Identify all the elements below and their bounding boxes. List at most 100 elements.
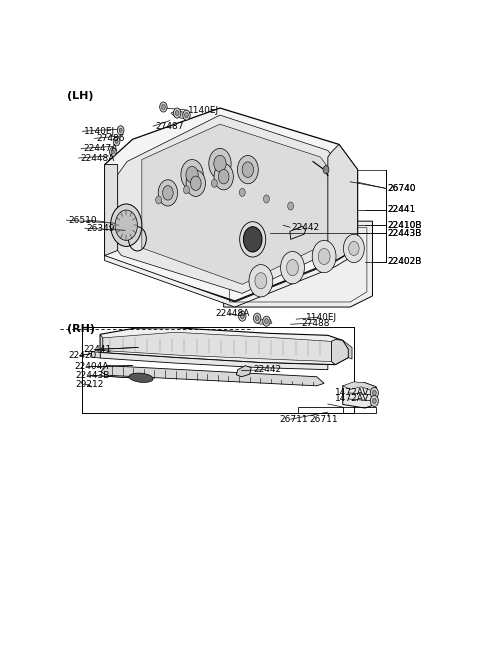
- Text: 22404A: 22404A: [74, 362, 108, 371]
- Circle shape: [156, 196, 162, 204]
- Polygon shape: [103, 333, 341, 361]
- Circle shape: [240, 188, 245, 196]
- Text: 22441: 22441: [83, 345, 111, 354]
- Circle shape: [344, 234, 364, 262]
- Text: 22442: 22442: [292, 223, 320, 232]
- Circle shape: [312, 240, 336, 273]
- Circle shape: [281, 251, 304, 284]
- Polygon shape: [224, 221, 372, 307]
- Circle shape: [318, 249, 330, 264]
- Text: 22442: 22442: [253, 365, 282, 374]
- Text: 22410B: 22410B: [387, 220, 422, 230]
- Text: 22441: 22441: [387, 205, 416, 214]
- Text: 22420: 22420: [68, 351, 96, 360]
- Circle shape: [158, 180, 178, 206]
- Circle shape: [348, 241, 359, 255]
- Text: 22410B: 22410B: [387, 220, 422, 230]
- Circle shape: [263, 316, 270, 326]
- Circle shape: [214, 155, 226, 172]
- Circle shape: [191, 176, 201, 190]
- Text: 29212: 29212: [75, 380, 103, 389]
- Polygon shape: [105, 108, 358, 301]
- Text: 22447A: 22447A: [83, 144, 118, 153]
- Text: 22402B: 22402B: [387, 257, 422, 266]
- Polygon shape: [343, 383, 376, 408]
- Polygon shape: [328, 144, 358, 260]
- Circle shape: [255, 273, 267, 289]
- Polygon shape: [100, 352, 328, 370]
- Text: (RH): (RH): [67, 323, 96, 334]
- Polygon shape: [91, 352, 100, 358]
- Text: 26349: 26349: [87, 224, 115, 233]
- Polygon shape: [100, 335, 103, 352]
- Circle shape: [255, 316, 259, 321]
- Circle shape: [186, 170, 205, 196]
- Circle shape: [163, 186, 173, 200]
- Text: 22441: 22441: [387, 205, 416, 214]
- Polygon shape: [171, 110, 188, 119]
- Circle shape: [370, 387, 378, 398]
- Text: 27488: 27488: [301, 319, 330, 328]
- Circle shape: [185, 113, 188, 117]
- Circle shape: [183, 186, 190, 194]
- Text: 1140EJ: 1140EJ: [305, 313, 336, 321]
- Circle shape: [264, 319, 268, 323]
- Circle shape: [239, 311, 246, 321]
- Polygon shape: [343, 382, 376, 391]
- Circle shape: [109, 148, 116, 157]
- Text: 22448A: 22448A: [216, 308, 250, 318]
- Polygon shape: [343, 340, 352, 359]
- Circle shape: [243, 227, 262, 252]
- Text: 1472AV: 1472AV: [335, 388, 370, 398]
- Polygon shape: [290, 226, 305, 239]
- Text: 22443B: 22443B: [387, 229, 422, 237]
- Circle shape: [186, 167, 198, 183]
- Circle shape: [287, 260, 299, 276]
- Circle shape: [249, 264, 273, 297]
- Circle shape: [115, 210, 137, 240]
- Text: 26510: 26510: [68, 216, 97, 224]
- Circle shape: [111, 150, 114, 154]
- Polygon shape: [105, 165, 118, 255]
- Circle shape: [183, 110, 190, 120]
- Text: 1472AV: 1472AV: [335, 394, 370, 403]
- Text: 22402B: 22402B: [387, 257, 422, 266]
- Ellipse shape: [129, 373, 153, 382]
- Circle shape: [238, 155, 258, 184]
- Circle shape: [117, 126, 124, 134]
- Polygon shape: [142, 124, 332, 284]
- Circle shape: [160, 102, 167, 112]
- Circle shape: [253, 313, 261, 323]
- Circle shape: [110, 204, 142, 247]
- Circle shape: [264, 195, 269, 203]
- Text: 27487: 27487: [155, 122, 183, 131]
- Circle shape: [173, 108, 181, 118]
- Polygon shape: [101, 365, 324, 386]
- Text: 22443B: 22443B: [387, 229, 422, 237]
- Circle shape: [209, 148, 231, 178]
- Polygon shape: [100, 328, 348, 365]
- Text: 27486: 27486: [96, 134, 125, 143]
- Text: 1140EJ: 1140EJ: [188, 106, 219, 115]
- Text: 26711: 26711: [310, 415, 338, 424]
- Circle shape: [175, 111, 179, 115]
- Text: 22448A: 22448A: [81, 154, 115, 163]
- Text: 26740: 26740: [387, 184, 416, 193]
- Circle shape: [372, 390, 376, 396]
- Circle shape: [288, 202, 294, 210]
- Text: 26711: 26711: [279, 415, 308, 424]
- Text: 22443B: 22443B: [75, 371, 109, 380]
- Polygon shape: [332, 339, 348, 365]
- Polygon shape: [257, 319, 272, 324]
- Circle shape: [115, 139, 118, 144]
- Text: 1140EJ: 1140EJ: [84, 127, 115, 136]
- Circle shape: [119, 128, 122, 133]
- Circle shape: [162, 104, 165, 110]
- Circle shape: [214, 163, 233, 190]
- Circle shape: [240, 314, 244, 319]
- Circle shape: [372, 398, 376, 403]
- Circle shape: [181, 159, 203, 190]
- Polygon shape: [118, 115, 343, 293]
- Circle shape: [218, 169, 229, 184]
- Circle shape: [211, 179, 217, 188]
